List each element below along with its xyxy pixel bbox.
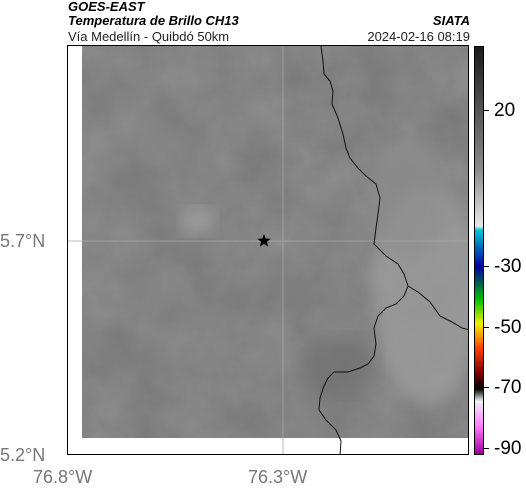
border-line-east	[407, 285, 468, 331]
product-title: Temperatura de Brillo CH13	[68, 13, 239, 28]
y-tick-label: 5.7°N	[0, 231, 46, 251]
route-subtitle: Vía Medellín - Quibdó 50km	[68, 29, 230, 44]
y-tick-label: 5.2°N	[0, 445, 46, 465]
x-tick-label: 76.3°W	[248, 467, 308, 487]
temperature-colorbar	[474, 46, 484, 455]
colorbar-tick-label: -90	[494, 438, 522, 459]
colorbar-tick-label: -70	[494, 377, 522, 398]
satellite-title: GOES-EAST	[68, 0, 145, 14]
cloud-imagery	[82, 46, 468, 438]
x-tick-label: 76.8°W	[33, 467, 93, 487]
colorbar-tick	[484, 448, 489, 449]
colorbar-tick-label: -50	[494, 317, 522, 338]
brightness-temperature-image	[68, 46, 468, 454]
satellite-map	[67, 45, 469, 455]
colorbar-tick-label: -30	[494, 256, 522, 277]
colorbar-tick	[484, 266, 489, 267]
border-line	[318, 46, 409, 454]
colorbar-tick	[484, 387, 489, 388]
colorbar-tick-label: 20	[494, 100, 516, 121]
org-label: SIATA	[432, 13, 470, 28]
colorbar-tick	[484, 327, 489, 328]
location-star-marker	[257, 234, 271, 247]
datetime-label: 2024-02-16 08:19	[367, 29, 470, 44]
colorbar-tick	[484, 110, 489, 111]
